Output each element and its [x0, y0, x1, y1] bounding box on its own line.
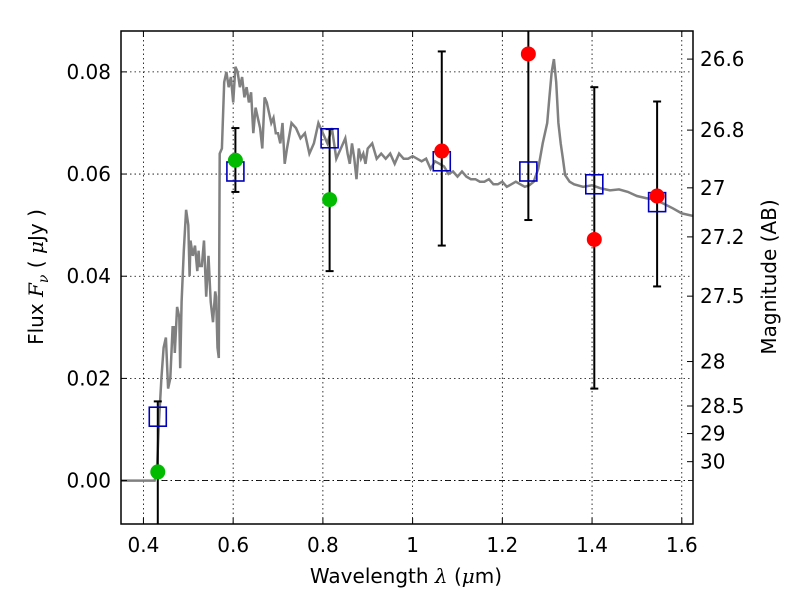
x-tick-label: 0.6	[217, 533, 249, 557]
y-tick-label: 0.04	[66, 264, 111, 288]
y2-tick-label: 28.5	[700, 394, 745, 418]
y2-tick-label: 30	[700, 450, 725, 474]
y2-axis-label: Magnitude (AB)	[757, 199, 781, 354]
observed-photometry-point	[586, 231, 602, 247]
y2-tick-label: 28	[700, 350, 725, 374]
x-tick-label: 1	[406, 533, 419, 557]
y2-tick-label: 29	[700, 422, 725, 446]
template-photometry-square	[585, 173, 604, 195]
observed-photometry-point	[434, 143, 450, 159]
x-tick-label: 1.4	[576, 533, 608, 557]
plot-area	[121, 31, 693, 524]
y-tick-label: 0.08	[66, 60, 111, 84]
y2-tick-label: 27.2	[700, 225, 745, 249]
observed-photometry-markers	[150, 46, 665, 480]
y2-tick-label: 26.8	[700, 118, 745, 142]
x-tick-label: 0.4	[128, 533, 160, 557]
y-tick-label: 0.00	[66, 469, 111, 493]
template-photometry-square	[519, 161, 538, 182]
y2-tick-label: 26.6	[700, 47, 745, 71]
x-tick-label: 0.8	[307, 533, 339, 557]
plot-frame	[120, 30, 694, 525]
observed-photometry-point	[322, 192, 338, 208]
template-photometry-square	[320, 127, 339, 149]
observed-photometry-point	[227, 152, 243, 168]
x-axis-ticks: 0.4 0.6 0.8 1 1.2 1.4 1.6	[128, 31, 698, 557]
grid	[121, 31, 693, 524]
y-tick-label: 0.02	[66, 366, 111, 390]
y-axis-label: Flux Fν ( μJy )	[24, 209, 52, 345]
observed-photometry-point	[150, 464, 166, 480]
x-tick-label: 1.6	[666, 533, 698, 557]
x-tick-label: 1.2	[486, 533, 518, 557]
observed-photometry-point	[649, 188, 665, 204]
template-photometry-square	[148, 406, 168, 428]
y2-tick-label: 27	[700, 176, 725, 200]
y-tick-label: 0.06	[66, 162, 111, 186]
y-axis-ticks: 0.00 0.02 0.04 0.06 0.08	[66, 60, 127, 493]
observed-photometry-point	[520, 46, 536, 62]
model-sed-line	[121, 58, 693, 482]
y2-tick-label: 27.5	[700, 284, 745, 308]
x-axis-label: Wavelength λ (μm)	[310, 564, 502, 588]
y2-axis-ticks: 26.6 26.8 27 27.2 27.5 28 28.5 29 30	[687, 47, 745, 474]
